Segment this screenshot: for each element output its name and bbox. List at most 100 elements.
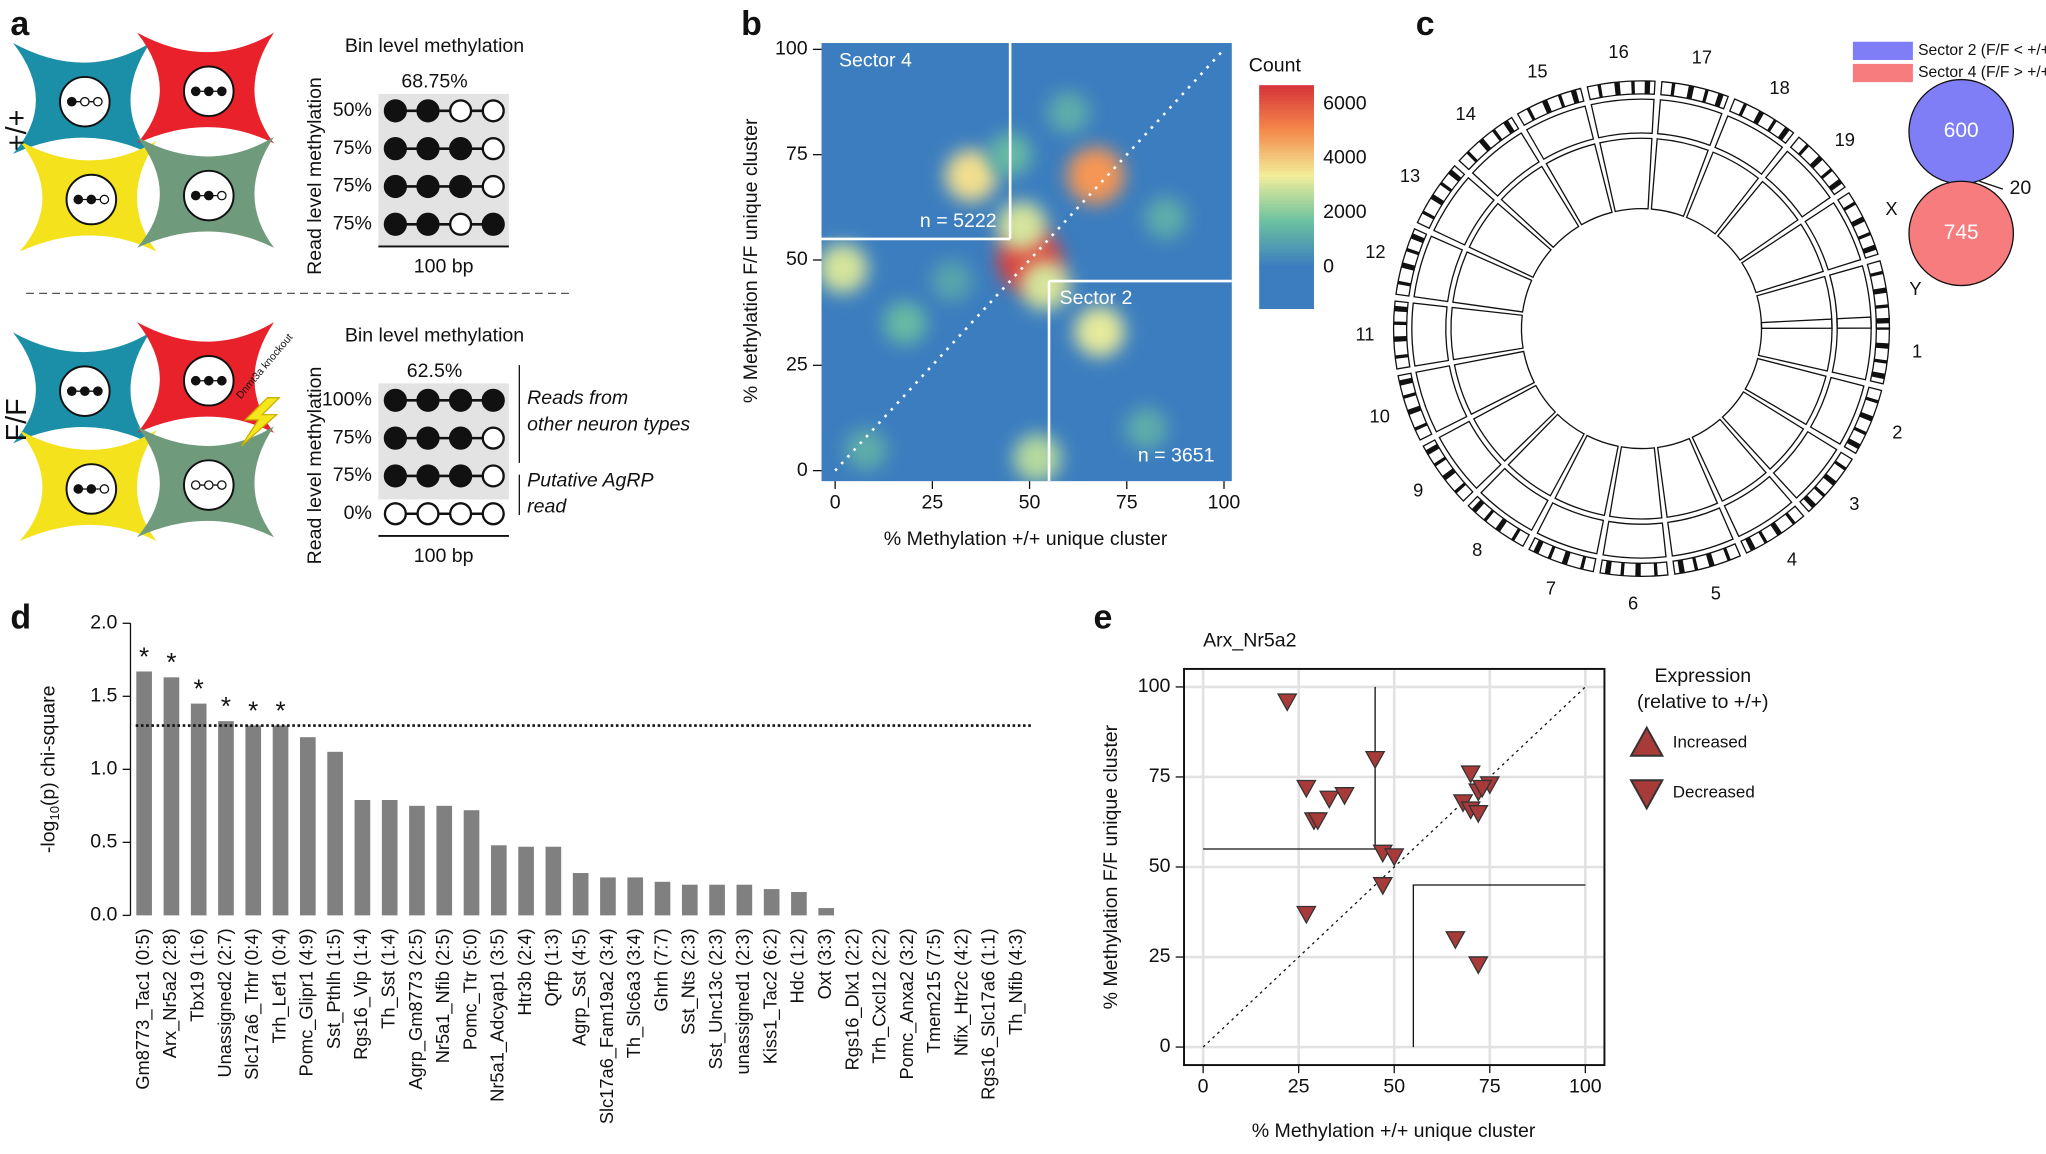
track-inner (1757, 318, 1833, 372)
colorbar-step (1259, 127, 1314, 132)
cpg-dot (73, 194, 84, 205)
ideogram (1866, 260, 1891, 329)
ideogram-band (1604, 560, 1612, 575)
chromosome-label: 6 (1628, 593, 1638, 614)
venn-value: 745 (1944, 221, 1979, 244)
panel-label: e (1093, 598, 1112, 636)
y-tick-label: 100 (1138, 675, 1171, 697)
point (1334, 787, 1355, 806)
sector-label: Sector 2 (1060, 287, 1133, 309)
point (1276, 693, 1298, 712)
colorbar-step (1259, 158, 1314, 162)
chromosome-label: 11 (1355, 324, 1374, 345)
y-tick-label: 1.0 (90, 758, 117, 780)
heat-blob (997, 201, 1047, 252)
heat-blob (931, 260, 973, 302)
ideogram-band (1393, 336, 1407, 342)
ideogram-band (1407, 405, 1422, 416)
ideogram-band (1875, 342, 1889, 349)
bar (299, 737, 316, 916)
scale-label: 100 bp (414, 545, 474, 567)
track-inner (1450, 306, 1524, 361)
chromosome-label: 12 (1365, 241, 1385, 262)
cpg-dot (481, 502, 505, 526)
heat-blob (1066, 147, 1125, 205)
ideogram-band (1670, 82, 1676, 97)
cpg-dot (481, 174, 505, 199)
legend-label: Sector 4 (F/F > +/+) (1918, 64, 2046, 81)
colorbar-step (1259, 236, 1314, 241)
track-outer (1764, 150, 1831, 218)
heat-blob (1074, 306, 1125, 357)
ideogram-band (1395, 354, 1409, 359)
ideogram-band (1631, 80, 1635, 95)
colorbar-step (1259, 227, 1314, 232)
cpg-dot (216, 190, 227, 201)
track-inner (1744, 357, 1827, 426)
cpg-dot (86, 484, 97, 494)
colorbar-step (1259, 194, 1314, 199)
ideogram-band (1466, 150, 1478, 163)
x-tick-label: Tbx19 (1:6) (187, 928, 208, 1021)
ideogram-band (1541, 99, 1552, 114)
x-tick-label: Pomc_Ttr (5:0) (459, 928, 481, 1050)
bar (463, 810, 480, 916)
x-tick-label: unassigned1 (2:3) (732, 928, 753, 1074)
diagonal (1202, 686, 1586, 1048)
cpg-dot (86, 194, 97, 205)
bar (190, 703, 207, 916)
colorbar-tick-label: 4000 (1323, 147, 1367, 169)
ideogram-band (1614, 81, 1621, 96)
colorbar-step (1259, 112, 1314, 117)
ideogram-band (1803, 495, 1817, 509)
ideogram-band (1491, 128, 1503, 142)
colorbar-step (1259, 243, 1314, 247)
colorbar-step (1259, 85, 1314, 89)
bar (518, 846, 534, 916)
colorbar-step (1259, 179, 1314, 184)
read-label: 75% (333, 426, 372, 448)
x-tick-label: 50 (1019, 492, 1041, 514)
ideogram-band (1850, 216, 1865, 227)
point (1372, 877, 1394, 896)
x-tick-label: Th_Nfib (4:3) (1005, 928, 1027, 1034)
chromosome-label: 9 (1413, 480, 1423, 501)
track-outer (1413, 235, 1464, 303)
ideogram (1837, 191, 1879, 259)
colorbar-step (1259, 164, 1314, 168)
colorbar-step (1259, 209, 1314, 214)
cpg-dot (93, 386, 103, 397)
colorbar-step (1259, 136, 1314, 141)
colorbar-step (1259, 218, 1314, 223)
heat-blob (845, 428, 888, 471)
legend-label: Decreased (1673, 782, 1755, 801)
track-inner (1721, 390, 1805, 471)
point (1471, 779, 1493, 799)
colorbar-step (1259, 145, 1314, 150)
ideogram-band (1410, 233, 1425, 244)
bracket-label: other neuron types (527, 413, 690, 435)
read-label: 75% (333, 212, 372, 234)
ideogram-band (1471, 499, 1485, 513)
colorbar-step (1259, 88, 1314, 93)
heat-blob (1125, 407, 1168, 450)
colorbar-step (1259, 151, 1314, 156)
cpg-dot (66, 386, 77, 397)
ideogram-band (1433, 456, 1447, 467)
read-label: 0% (344, 502, 372, 524)
bar (818, 908, 835, 916)
y-axis-label: % Methylation F/F unique cluster (740, 118, 762, 403)
significance: * (139, 641, 149, 671)
colorbar-step (1259, 182, 1314, 187)
colorbar-step (1259, 94, 1314, 99)
cpg-dot (481, 137, 505, 161)
y-tick-label: 25 (786, 353, 808, 375)
cpg-dot (383, 388, 407, 412)
x-tick-label: Gm8773_Tac1 (0:5) (132, 928, 154, 1089)
bar (709, 884, 725, 916)
bracket-label: Reads from (527, 387, 628, 409)
x-axis-label: % Methylation +/+ unique cluster (1252, 1120, 1536, 1142)
ideogram-band (1745, 536, 1756, 551)
y-tick-label: 100 (775, 38, 808, 60)
cpg-dot (481, 388, 505, 412)
